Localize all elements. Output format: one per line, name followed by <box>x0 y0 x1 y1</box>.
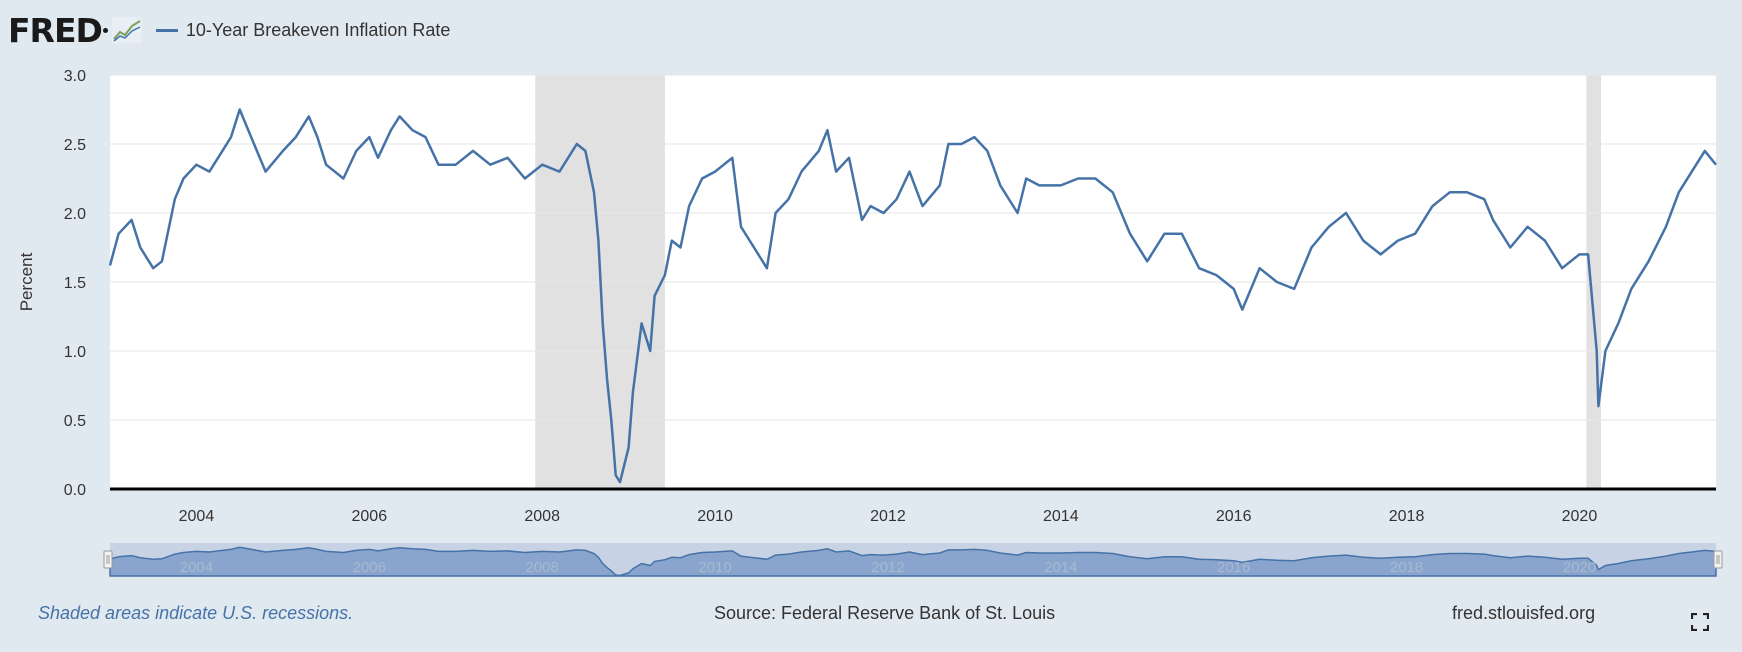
site-link[interactable]: fred.stlouisfed.org <box>1452 603 1596 623</box>
series-layer <box>108 108 1717 484</box>
navigator-tick-label: 2008 <box>525 559 558 576</box>
navigator-tick-label: 2016 <box>1217 559 1250 576</box>
fred-logo[interactable]: FRED <box>8 10 103 50</box>
x-axis-ticks: 2004 2006 2008 2010 2012 2014 2016 2018 2020 <box>179 508 1598 525</box>
x-tick-label: 2008 <box>524 508 560 525</box>
navigator-tick-label: 2004 <box>180 559 213 576</box>
y-tick-label: 2.5 <box>64 137 86 154</box>
y-axis-label: Percent <box>17 252 36 311</box>
line-chart[interactable]: 0.00.51.01.52.02.53.0 2004 2006 2008 2010 20… <box>0 0 1742 600</box>
navigator-tick-label: 2014 <box>1044 559 1077 576</box>
navigator-handle[interactable] <box>1713 550 1723 569</box>
source-text: Source: Federal Reserve Bank of St. Loui… <box>714 603 1056 623</box>
series-line <box>108 108 1717 484</box>
x-tick-label: 2016 <box>1216 508 1252 525</box>
navigator-tick-label: 2020 <box>1563 559 1596 576</box>
y-tick-label: 0.5 <box>64 413 86 430</box>
y-tick-label: 2.0 <box>64 206 86 223</box>
navigator-tick-label: 2006 <box>353 559 386 576</box>
grid-lines <box>110 74 1716 421</box>
legend-label: 10-Year Breakeven Inflation Rate <box>185 19 451 40</box>
legend-swatch <box>155 28 178 32</box>
y-axis-ticks: 0.0 0.5 1.0 1.5 2.0 2.5 3.0 <box>64 68 86 499</box>
logo-dot <box>102 27 108 33</box>
x-tick-label: 2014 <box>1043 508 1079 525</box>
y-tick-label: 1.5 <box>64 275 86 292</box>
navigator-tick-label: 2018 <box>1390 559 1423 576</box>
navigator-tick-label: 2012 <box>871 559 904 576</box>
navigator-handle[interactable] <box>103 550 113 569</box>
chart-header: FRED 10-Year Breakeven Inflation Rate <box>8 10 450 50</box>
x-tick-label: 2018 <box>1389 508 1425 525</box>
x-tick-label: 2010 <box>697 508 733 525</box>
fullscreen-icon[interactable] <box>1691 613 1709 631</box>
x-tick-label: 2004 <box>179 508 215 525</box>
range-navigator[interactable]: 2004 2006 2008 2010 2012 2014 2016 2018 2020 <box>103 543 1723 577</box>
legend[interactable]: 10-Year Breakeven Inflation Rate <box>155 19 451 41</box>
y-tick-label: 3.0 <box>64 68 86 85</box>
logo-graph-icon <box>111 17 142 43</box>
recession-note: Shaded areas indicate U.S. recessions. <box>38 603 354 623</box>
y-tick-label: 1.0 <box>64 344 86 361</box>
navigator-tick-label: 2010 <box>698 559 731 576</box>
navigator-area <box>109 546 1717 577</box>
x-tick-label: 2012 <box>870 508 906 525</box>
x-tick-label: 2006 <box>352 508 388 525</box>
x-tick-label: 2020 <box>1562 508 1598 525</box>
y-tick-label: 0.0 <box>64 482 86 499</box>
